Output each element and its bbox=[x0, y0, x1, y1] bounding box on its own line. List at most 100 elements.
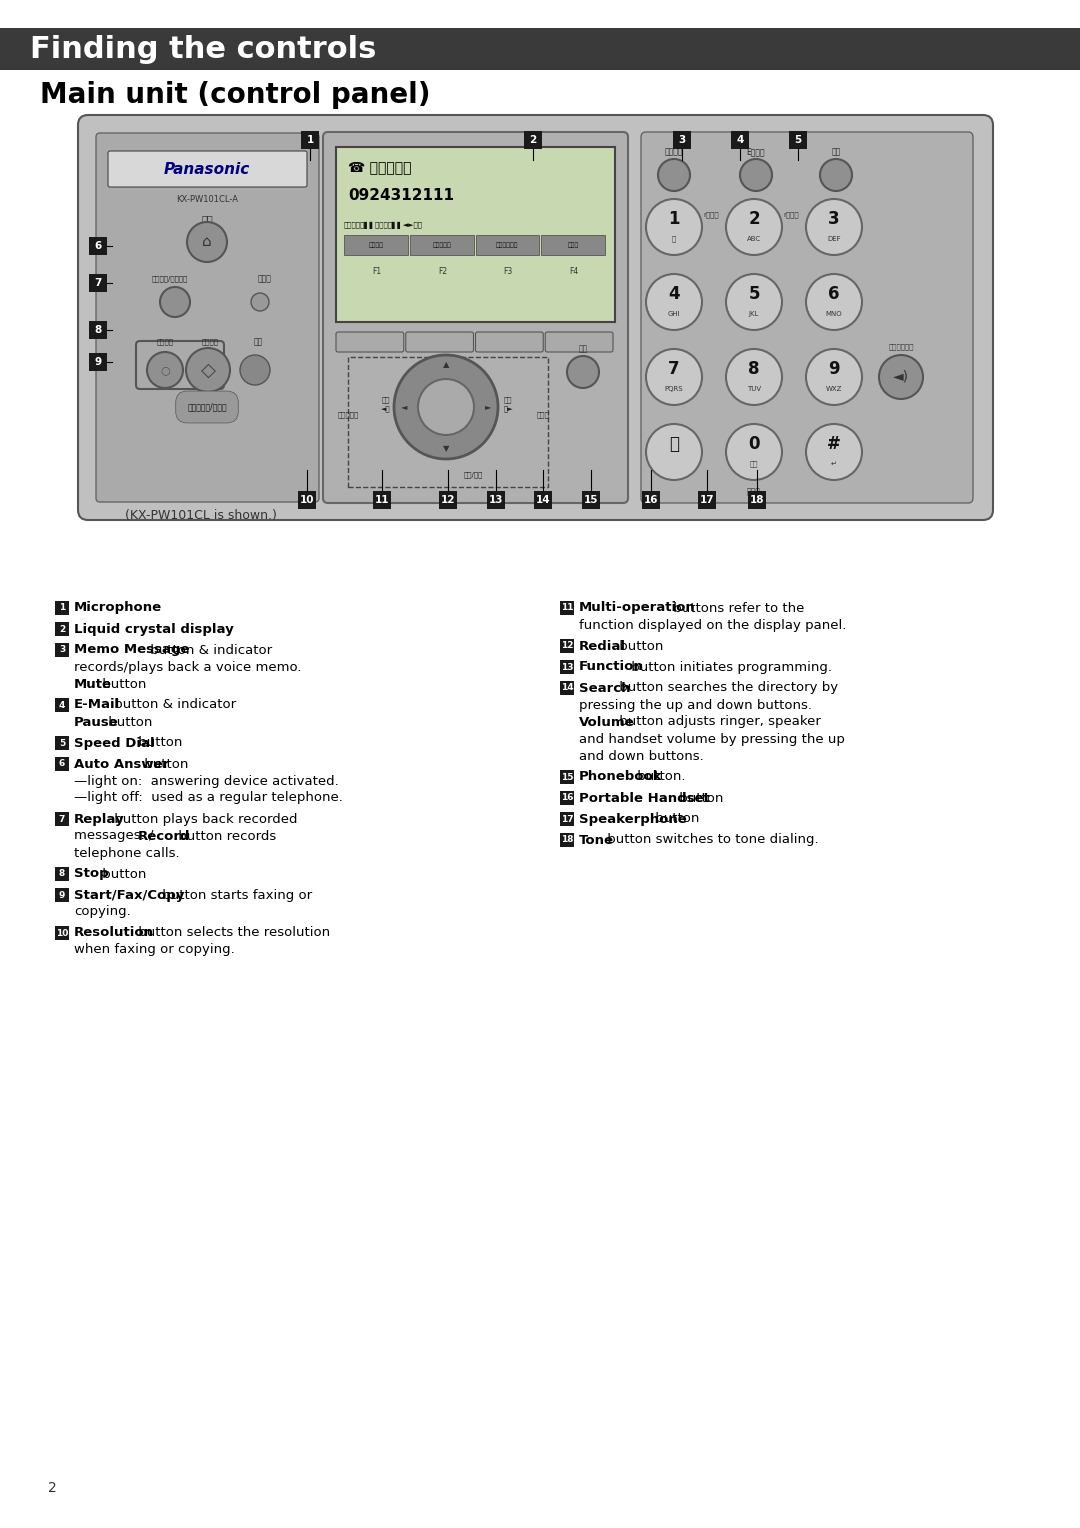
Text: 12: 12 bbox=[441, 495, 456, 504]
FancyBboxPatch shape bbox=[96, 133, 319, 503]
Text: button: button bbox=[139, 758, 188, 770]
Text: JKL: JKL bbox=[748, 312, 759, 316]
Bar bbox=[561, 601, 573, 614]
Text: 短縮: 短縮 bbox=[832, 148, 840, 156]
Bar bbox=[0, 28, 1080, 70]
FancyBboxPatch shape bbox=[475, 332, 543, 351]
FancyBboxPatch shape bbox=[323, 131, 627, 503]
Text: E-Mail: E-Mail bbox=[75, 698, 120, 712]
Bar bbox=[561, 639, 573, 652]
Text: ○: ○ bbox=[160, 365, 170, 374]
FancyBboxPatch shape bbox=[108, 151, 307, 186]
Text: Mute: Mute bbox=[75, 677, 112, 691]
Text: 5: 5 bbox=[795, 134, 801, 145]
Bar bbox=[55, 643, 69, 657]
Text: button searches the directory by: button searches the directory by bbox=[615, 681, 838, 695]
Text: 9: 9 bbox=[58, 891, 65, 900]
Text: F3: F3 bbox=[503, 267, 513, 277]
Bar bbox=[89, 321, 107, 339]
Text: records/plays back a voice memo.: records/plays back a voice memo. bbox=[75, 660, 301, 674]
Text: 17: 17 bbox=[561, 814, 573, 824]
Circle shape bbox=[806, 423, 862, 480]
Bar bbox=[561, 681, 573, 695]
Text: PQRS: PQRS bbox=[664, 387, 684, 393]
Bar bbox=[673, 131, 691, 150]
Text: and handset volume by pressing the up: and handset volume by pressing the up bbox=[579, 732, 845, 746]
Bar bbox=[475, 235, 539, 255]
Text: スキャナー: スキャナー bbox=[432, 243, 451, 248]
Text: 6: 6 bbox=[59, 759, 65, 769]
Text: r早聞き: r早聞き bbox=[783, 212, 799, 219]
Bar bbox=[698, 490, 716, 509]
Text: 子機: 子機 bbox=[579, 344, 588, 353]
Bar bbox=[55, 736, 69, 750]
Text: 2: 2 bbox=[59, 625, 65, 634]
Text: あ: あ bbox=[672, 235, 676, 243]
Text: 9: 9 bbox=[828, 361, 840, 377]
Text: 8: 8 bbox=[94, 325, 102, 335]
Text: messages. /: messages. / bbox=[75, 830, 158, 842]
Circle shape bbox=[394, 354, 498, 458]
Text: 1: 1 bbox=[307, 134, 313, 145]
Text: ◄): ◄) bbox=[893, 370, 909, 384]
Text: buttons refer to the: buttons refer to the bbox=[669, 602, 805, 614]
Bar bbox=[731, 131, 750, 150]
Text: Liquid crystal display: Liquid crystal display bbox=[75, 622, 233, 636]
Text: MNO: MNO bbox=[826, 312, 842, 316]
Text: #: # bbox=[827, 435, 841, 452]
Text: メモリー残▌▌インク残▌▌◄►かな: メモリー残▌▌インク残▌▌◄►かな bbox=[345, 222, 423, 229]
Text: 12: 12 bbox=[561, 642, 573, 651]
Text: WXZ: WXZ bbox=[826, 387, 842, 393]
Text: 1: 1 bbox=[669, 209, 679, 228]
Bar bbox=[89, 237, 107, 255]
Text: ◄口: ◄口 bbox=[381, 406, 391, 413]
Text: Panasonic: Panasonic bbox=[164, 162, 251, 177]
Text: button & indicator: button & indicator bbox=[146, 643, 272, 657]
FancyBboxPatch shape bbox=[642, 131, 973, 503]
Text: 画質: 画質 bbox=[254, 338, 262, 347]
Text: 機能: 機能 bbox=[381, 397, 390, 403]
FancyBboxPatch shape bbox=[78, 115, 993, 520]
Text: F1: F1 bbox=[373, 267, 381, 277]
Text: 8: 8 bbox=[748, 361, 759, 377]
Text: 聞き返し/通話録音: 聞き返し/通話録音 bbox=[152, 275, 188, 283]
Text: 5: 5 bbox=[59, 738, 65, 747]
Bar bbox=[438, 490, 457, 509]
Text: 8: 8 bbox=[59, 869, 65, 879]
Circle shape bbox=[646, 274, 702, 330]
Text: 10: 10 bbox=[56, 929, 68, 938]
Bar bbox=[409, 235, 473, 255]
Text: button: button bbox=[98, 868, 146, 880]
Text: Portable Handset: Portable Handset bbox=[579, 792, 710, 805]
Text: 7: 7 bbox=[58, 814, 65, 824]
Bar bbox=[336, 147, 615, 322]
Bar bbox=[55, 622, 69, 636]
Text: 7: 7 bbox=[669, 361, 679, 377]
Circle shape bbox=[879, 354, 923, 399]
Text: ◄: ◄ bbox=[401, 402, 407, 411]
Text: Pause: Pause bbox=[75, 715, 119, 729]
Circle shape bbox=[726, 423, 782, 480]
Bar bbox=[561, 660, 573, 674]
Text: 10: 10 bbox=[300, 495, 314, 504]
Bar bbox=[789, 131, 807, 150]
Circle shape bbox=[820, 159, 852, 191]
Text: 4: 4 bbox=[669, 286, 679, 303]
Text: 音量/英換: 音量/英換 bbox=[463, 472, 483, 478]
Text: Replay: Replay bbox=[75, 813, 124, 825]
Bar bbox=[524, 131, 542, 150]
Circle shape bbox=[658, 159, 690, 191]
Bar bbox=[301, 131, 319, 150]
FancyBboxPatch shape bbox=[136, 341, 224, 390]
Text: Speed Dial: Speed Dial bbox=[75, 736, 154, 750]
Text: button switches to tone dialing.: button switches to tone dialing. bbox=[603, 833, 819, 847]
Text: 電話帳: 電話帳 bbox=[537, 411, 550, 419]
Text: —light off:  used as a regular telephone.: —light off: used as a regular telephone. bbox=[75, 792, 342, 805]
Text: Redial: Redial bbox=[579, 640, 626, 652]
Bar bbox=[89, 353, 107, 371]
Text: and down buttons.: and down buttons. bbox=[579, 750, 704, 762]
Text: 3: 3 bbox=[59, 645, 65, 654]
Text: function displayed on the display panel.: function displayed on the display panel. bbox=[579, 619, 847, 631]
Circle shape bbox=[806, 199, 862, 255]
Text: 15: 15 bbox=[561, 773, 573, 781]
